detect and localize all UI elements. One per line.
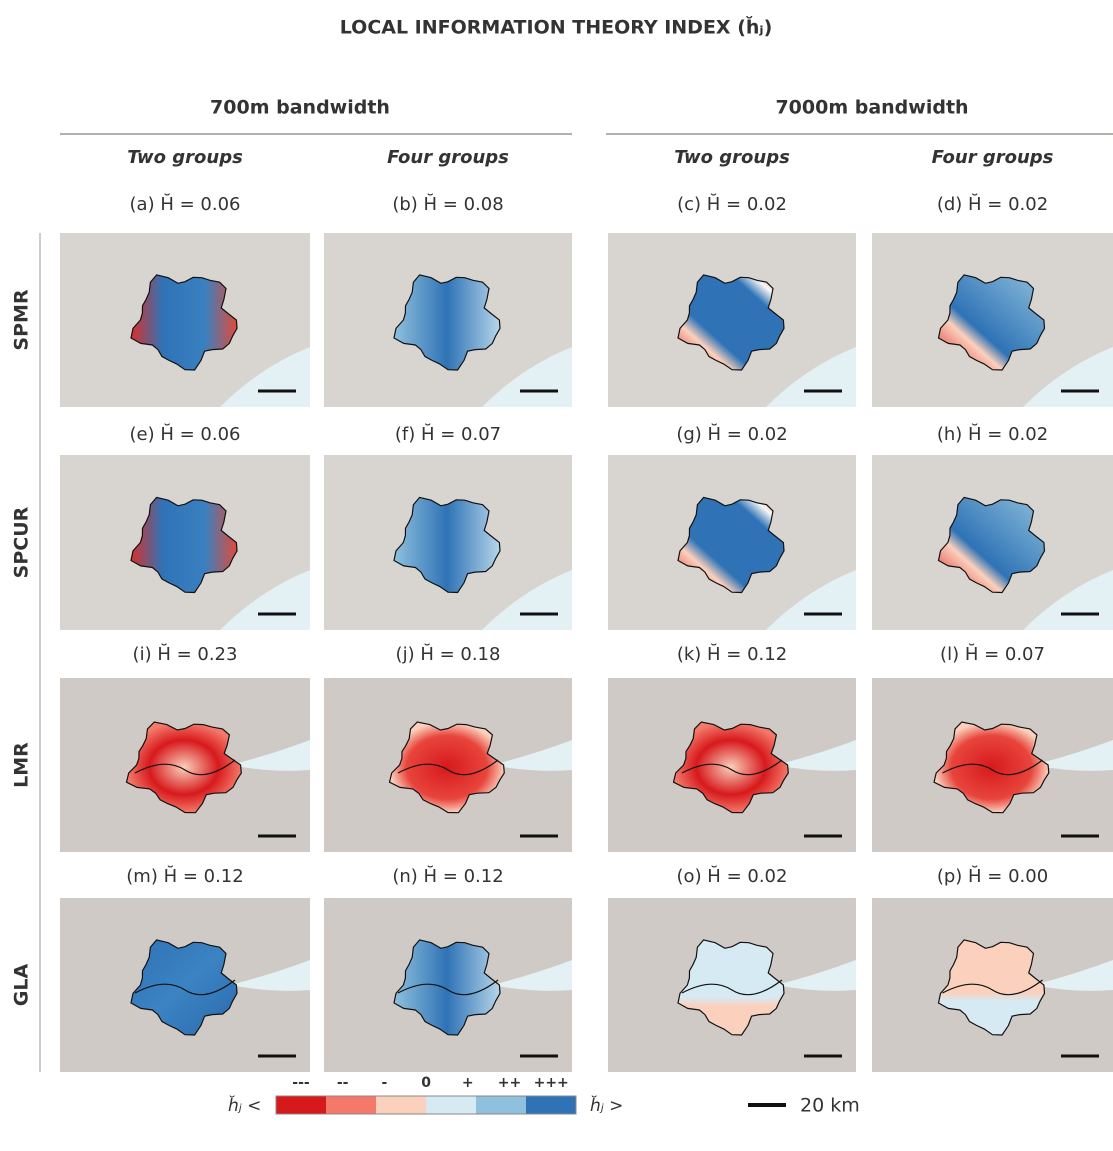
group-header: Four groups xyxy=(932,147,1054,168)
figure: LOCAL INFORMATION THEORY INDEX (h̆ⱼ) 700… xyxy=(0,0,1113,1147)
panel-label: (i) H̆ = 0.23 xyxy=(133,644,238,665)
panel-label: (f) H̆ = 0.07 xyxy=(395,424,501,445)
legend-symbol: --- xyxy=(292,1075,310,1091)
panel-label: (l) H̆ = 0.07 xyxy=(940,644,1045,665)
legend-symbol: - xyxy=(381,1075,387,1091)
map-panel xyxy=(608,233,856,407)
group-header: Two groups xyxy=(127,147,243,168)
legend-symbol: ++ xyxy=(498,1075,521,1091)
panel-label: (d) H̆ = 0.02 xyxy=(937,194,1048,215)
map-panel xyxy=(872,898,1113,1072)
bandwidth-header: 7000m bandwidth xyxy=(775,97,968,119)
row-label: SPCUR xyxy=(11,506,33,578)
group-header: Two groups xyxy=(674,147,790,168)
legend-right: h̆ⱼ > xyxy=(590,1095,623,1116)
row-label: LMR xyxy=(11,742,33,788)
map-panel xyxy=(60,898,310,1072)
panel-label: (o) H̆ = 0.02 xyxy=(677,866,788,887)
panel-label: (a) H̆ = 0.06 xyxy=(130,194,241,215)
legend-left: h̆ⱼ < xyxy=(228,1095,261,1116)
legend-symbol: -- xyxy=(337,1075,349,1091)
map-panel xyxy=(324,898,572,1072)
figure-title: LOCAL INFORMATION THEORY INDEX (h̆ⱼ) xyxy=(340,16,773,38)
map-panel xyxy=(608,455,856,630)
map-panel xyxy=(608,898,856,1072)
map-panel xyxy=(872,678,1113,852)
panel-label: (m) H̆ = 0.12 xyxy=(126,866,243,887)
map-panel xyxy=(872,233,1113,407)
legend-symbol: 0 xyxy=(421,1075,431,1091)
map-panel xyxy=(60,455,310,630)
map-panel xyxy=(608,678,856,852)
scale-label: 20 km xyxy=(800,1095,860,1117)
legend-colorbar xyxy=(276,1096,576,1114)
row-label: SPMR xyxy=(11,289,33,351)
panel-label: (j) H̆ = 0.18 xyxy=(396,644,501,665)
group-header: Four groups xyxy=(387,147,509,168)
legend-symbol: + xyxy=(462,1075,474,1091)
row-label: GLA xyxy=(11,964,33,1007)
map-panel xyxy=(60,233,310,407)
map-panel xyxy=(324,233,572,407)
map-panel xyxy=(872,455,1113,630)
panel-label: (b) H̆ = 0.08 xyxy=(392,194,503,215)
panel-label: (k) H̆ = 0.12 xyxy=(677,644,787,665)
bandwidth-header: 700m bandwidth xyxy=(210,97,390,119)
panel-label: (c) H̆ = 0.02 xyxy=(677,194,787,215)
map-panel xyxy=(324,678,572,852)
panel-label: (n) H̆ = 0.12 xyxy=(392,866,503,887)
panel-label: (g) H̆ = 0.02 xyxy=(676,424,787,445)
map-panel xyxy=(324,455,572,630)
panel-label: (h) H̆ = 0.02 xyxy=(937,424,1048,445)
panel-label: (e) H̆ = 0.06 xyxy=(130,424,241,445)
legend-symbol: +++ xyxy=(534,1075,569,1091)
panel-label: (p) H̆ = 0.00 xyxy=(937,866,1048,887)
map-panel xyxy=(60,678,310,852)
